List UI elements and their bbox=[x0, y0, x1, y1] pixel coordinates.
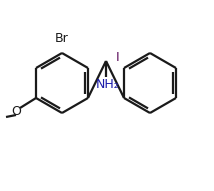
Text: I: I bbox=[115, 51, 119, 64]
Text: NH₂: NH₂ bbox=[96, 78, 120, 91]
Text: Br: Br bbox=[55, 32, 69, 45]
Text: O: O bbox=[11, 104, 21, 117]
